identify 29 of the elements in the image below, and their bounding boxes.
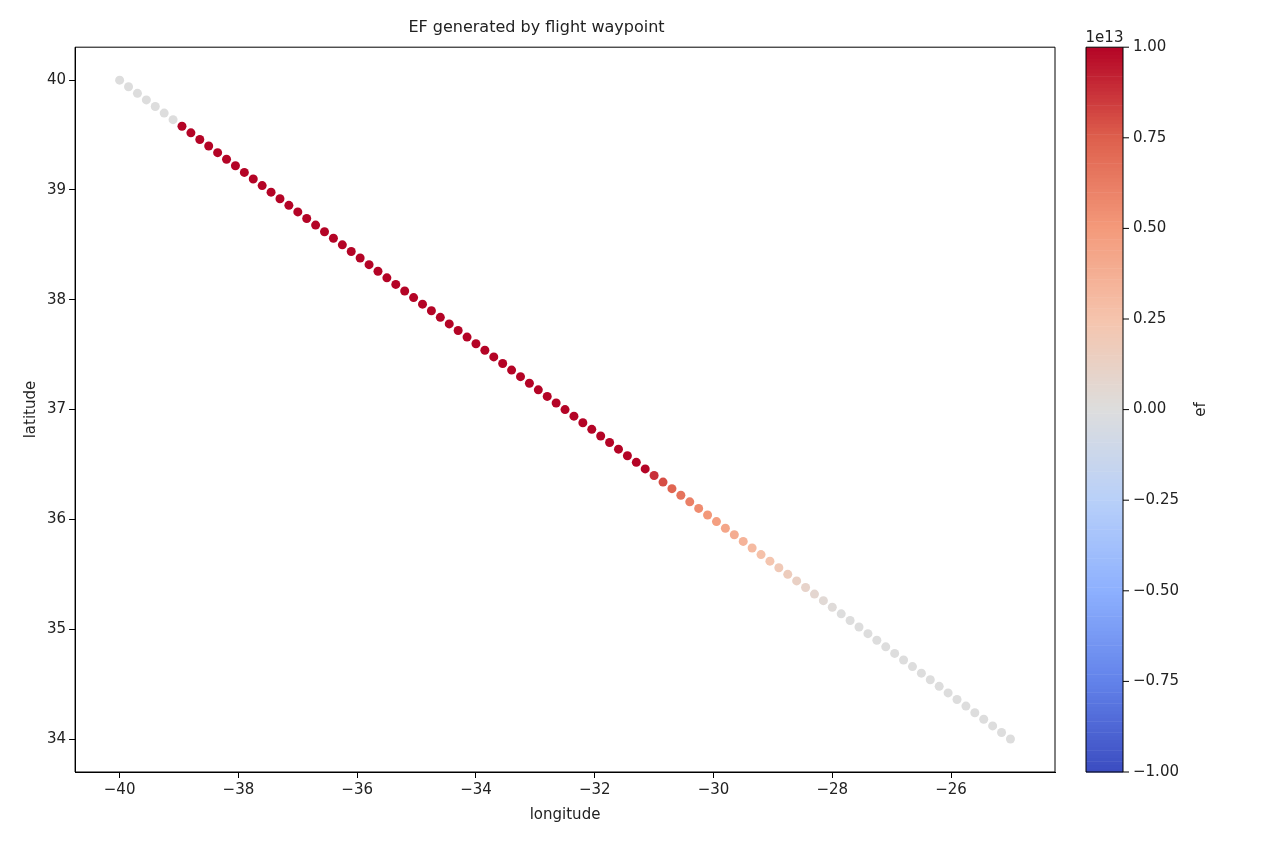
x-tick-label: −26 [935, 779, 967, 798]
color-bar-label: −0.25 [1133, 490, 1179, 509]
color-bar-title: ef [1190, 401, 1209, 417]
color-bar-label: 0.00 [1133, 399, 1167, 418]
x-tick-label: −30 [697, 779, 730, 798]
x-tick-label: −36 [341, 779, 374, 798]
color-bar-label: −0.75 [1133, 671, 1179, 690]
y-axis-title: latitude [20, 380, 39, 439]
y-tick-label: 35 [46, 619, 67, 638]
text: 1e13 [1085, 27, 1124, 46]
color-bar-label: 1.00 [1133, 37, 1167, 56]
color-bar-label: 0.25 [1133, 308, 1167, 327]
y-tick-label: 38 [46, 289, 67, 308]
color-bar-label: 0.50 [1133, 218, 1167, 237]
color-bar-label: −1.00 [1133, 761, 1179, 780]
y-tick-label: 40 [46, 70, 67, 89]
x-tick-label: −32 [578, 779, 611, 798]
x-tick-label: −38 [222, 779, 255, 798]
y-tick-label: 37 [46, 399, 67, 418]
x-tick-label: −28 [816, 779, 849, 798]
chart-title: EF generated by flight waypoint [408, 16, 665, 36]
y-tick-label: 34 [46, 728, 67, 747]
y-tick-label: 39 [46, 179, 67, 198]
x-tick-label: −40 [103, 779, 136, 798]
x-axis-title: longitude [529, 804, 601, 823]
color-bar-label: 0.75 [1133, 127, 1167, 146]
y-tick-label: 36 [46, 509, 67, 528]
color-bar-label: −0.50 [1133, 580, 1179, 599]
x-tick-label: −34 [460, 779, 492, 798]
